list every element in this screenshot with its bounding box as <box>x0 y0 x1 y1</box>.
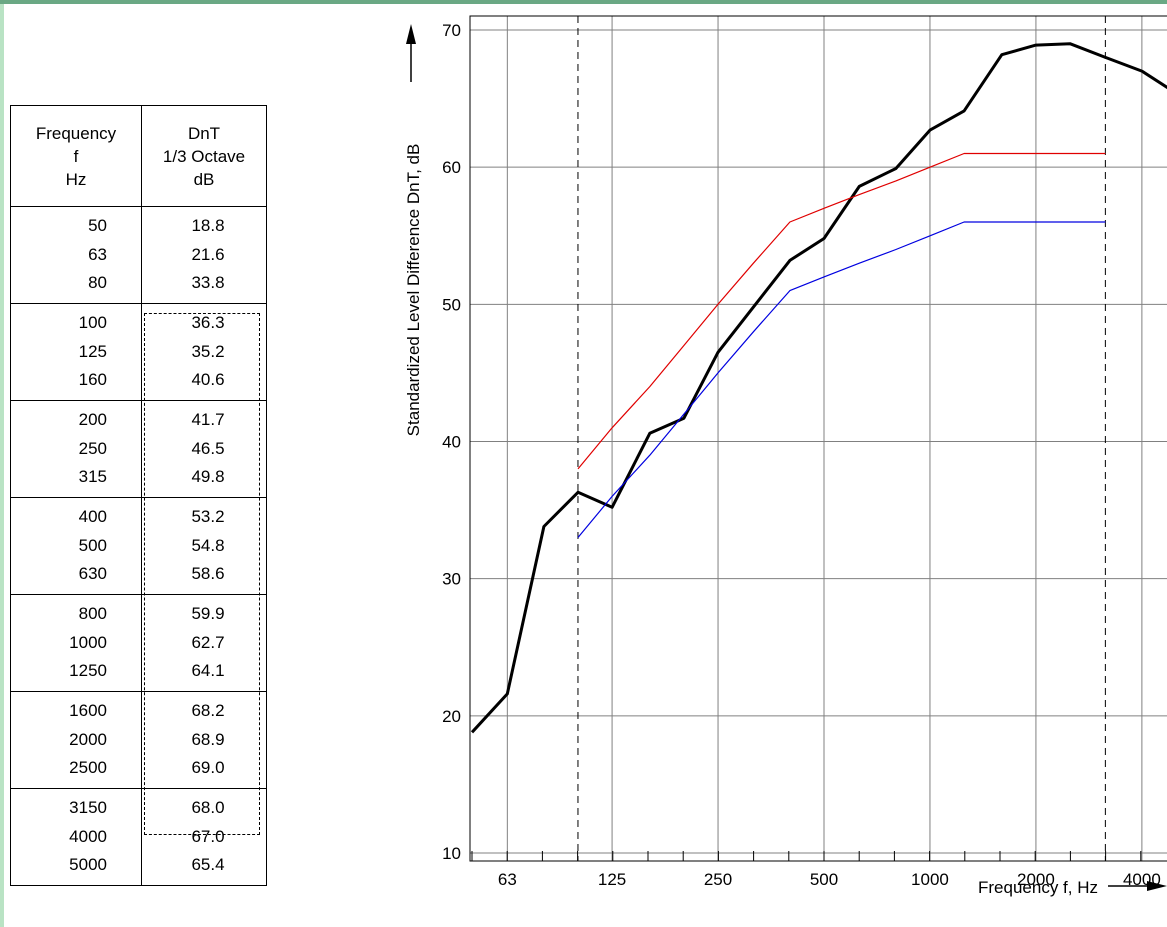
series-lines <box>472 44 1167 733</box>
y-axis-arrow-icon <box>406 24 416 44</box>
series-line-thin-blue <box>578 222 1105 538</box>
y-tick-labels: 10 20 30 40 50 60 70 <box>442 21 461 863</box>
series-line-thin-red <box>578 154 1105 469</box>
y-tick-label: 10 <box>442 844 461 863</box>
x-tick-label: 1000 <box>911 870 949 889</box>
y-tick-label: 30 <box>442 570 461 589</box>
x-tick-label: 63 <box>498 870 517 889</box>
x-tick-label: 250 <box>704 870 732 889</box>
x-axis-label: Frequency f, Hz <box>978 878 1098 897</box>
y-tick-label: 50 <box>442 295 461 314</box>
y-tick-label: 70 <box>442 21 461 40</box>
y-tick-label: 40 <box>442 433 461 452</box>
y-tick-label: 20 <box>442 707 461 726</box>
plot-frame <box>470 16 1167 861</box>
series-line-thick-black <box>472 44 1167 733</box>
y-tick-label: 60 <box>442 158 461 177</box>
range-markers <box>578 16 1105 861</box>
x-tick-label: 125 <box>598 870 626 889</box>
y-axis-label: Standardized Level Difference DnT, dB <box>404 144 423 437</box>
x-tick-label: 500 <box>810 870 838 889</box>
grid <box>470 16 1167 861</box>
